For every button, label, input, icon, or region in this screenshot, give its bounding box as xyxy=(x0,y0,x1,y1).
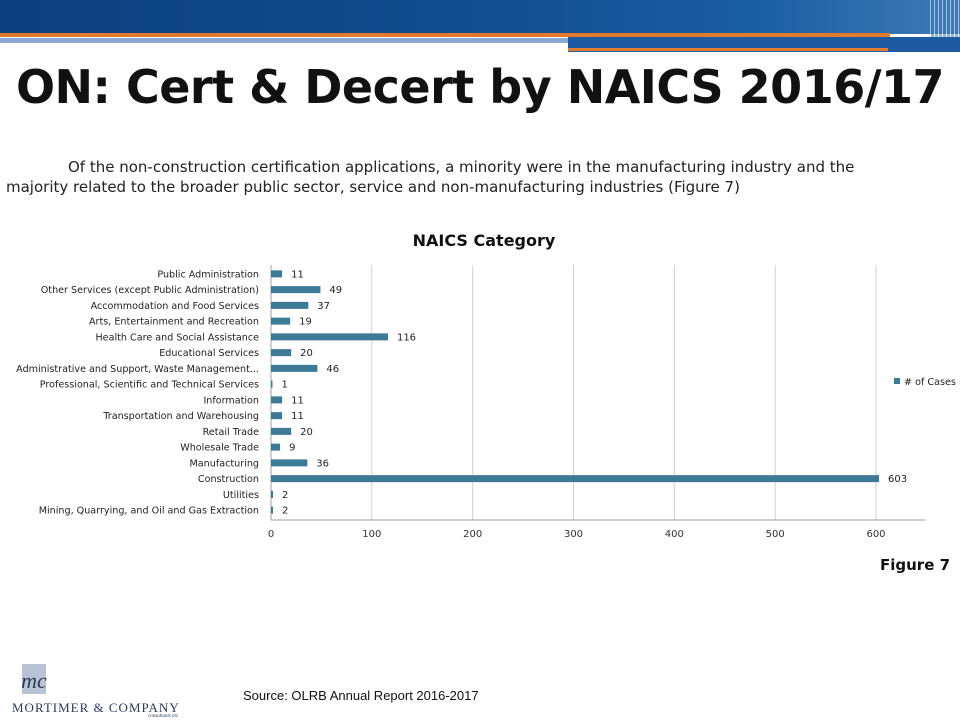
logo-company-name: MORTIMER & COMPANY xyxy=(12,700,180,715)
x-tick-label: 400 xyxy=(665,529,684,540)
category-label: Professional, Scientific and Technical S… xyxy=(40,380,259,391)
bar xyxy=(271,301,309,309)
x-tick-label: 600 xyxy=(866,529,885,540)
figure-label: Figure 7 xyxy=(880,556,951,574)
bar xyxy=(271,270,283,278)
bar xyxy=(271,333,388,341)
data-label: 603 xyxy=(888,474,907,485)
category-label: Health Care and Social Assistance xyxy=(95,332,259,343)
data-label: 11 xyxy=(291,411,304,422)
x-tick-label: 100 xyxy=(362,529,381,540)
bar xyxy=(271,286,321,294)
source-note: Source: OLRB Annual Report 2016-2017 xyxy=(243,688,479,703)
accent-line-blue xyxy=(0,38,570,43)
category-label: Retail Trade xyxy=(203,427,260,438)
category-label: Wholesale Trade xyxy=(180,443,259,454)
slide-description: Of the non-construction certification ap… xyxy=(6,157,926,197)
description-line-2: majority related to the broader public s… xyxy=(6,178,740,196)
legend-swatch xyxy=(894,378,900,384)
description-line-1: Of the non-construction certification ap… xyxy=(68,158,855,176)
category-label: Transportation and Warehousing xyxy=(102,411,259,422)
data-label: 20 xyxy=(300,348,313,359)
bar xyxy=(271,349,292,357)
company-logo: mc MORTIMER & COMPANY consultants inc. xyxy=(8,662,198,719)
data-label: 11 xyxy=(291,269,304,280)
data-label: 2 xyxy=(282,490,288,501)
data-label: 116 xyxy=(397,332,416,343)
category-label: Administrative and Support, Waste Manage… xyxy=(16,364,259,375)
logo-mark-icon: mc xyxy=(21,664,47,694)
category-label: Utilities xyxy=(223,490,259,501)
data-label: 19 xyxy=(299,317,312,328)
accent-bar-line xyxy=(568,48,888,51)
bar xyxy=(271,506,274,514)
data-label: 46 xyxy=(326,364,339,375)
naics-bar-chart: NAICS Category 0 100 200 300 400 500 600 Public … xyxy=(16,231,956,540)
x-tick-label: 300 xyxy=(564,529,583,540)
category-label: Arts, Entertainment and Recreation xyxy=(89,317,259,328)
chart-title: NAICS Category xyxy=(413,231,556,250)
x-tick-label: 200 xyxy=(463,529,482,540)
accent-line xyxy=(0,33,890,37)
x-tick-label: 0 xyxy=(268,529,274,540)
bar xyxy=(271,396,283,404)
category-label: Construction xyxy=(198,474,259,485)
data-label: 37 xyxy=(317,301,330,312)
data-label: 36 xyxy=(316,458,329,469)
bar xyxy=(271,427,292,435)
x-tick-label: 500 xyxy=(766,529,785,540)
category-label: Manufacturing xyxy=(190,458,259,469)
category-label: Public Administration xyxy=(157,269,259,280)
legend-label: # of Cases xyxy=(904,377,956,388)
bar xyxy=(271,317,291,325)
slide-title: ON: Cert & Decert by NAICS 2016/17 xyxy=(15,60,945,114)
logo-subtitle: consultants inc. xyxy=(148,714,180,719)
category-label: Accommodation and Food Services xyxy=(91,301,259,312)
category-label: Information xyxy=(203,395,259,406)
bar xyxy=(271,490,274,498)
logo-monogram: mc xyxy=(21,668,47,693)
bar xyxy=(271,459,308,467)
category-label: Educational Services xyxy=(159,348,259,359)
title-band xyxy=(0,0,960,52)
data-label: 2 xyxy=(282,506,288,517)
data-label: 11 xyxy=(291,395,304,406)
bar xyxy=(271,443,281,451)
bar xyxy=(271,380,273,388)
data-label: 20 xyxy=(300,427,313,438)
bar xyxy=(271,364,318,372)
category-label: Mining, Quarrying, and Oil and Gas Extra… xyxy=(39,506,259,517)
data-label: 1 xyxy=(282,380,288,391)
data-label: 49 xyxy=(329,285,342,296)
bar xyxy=(271,412,283,420)
bar xyxy=(271,475,880,483)
category-label: Other Services (except Public Administra… xyxy=(41,285,259,296)
data-label: 9 xyxy=(289,443,295,454)
